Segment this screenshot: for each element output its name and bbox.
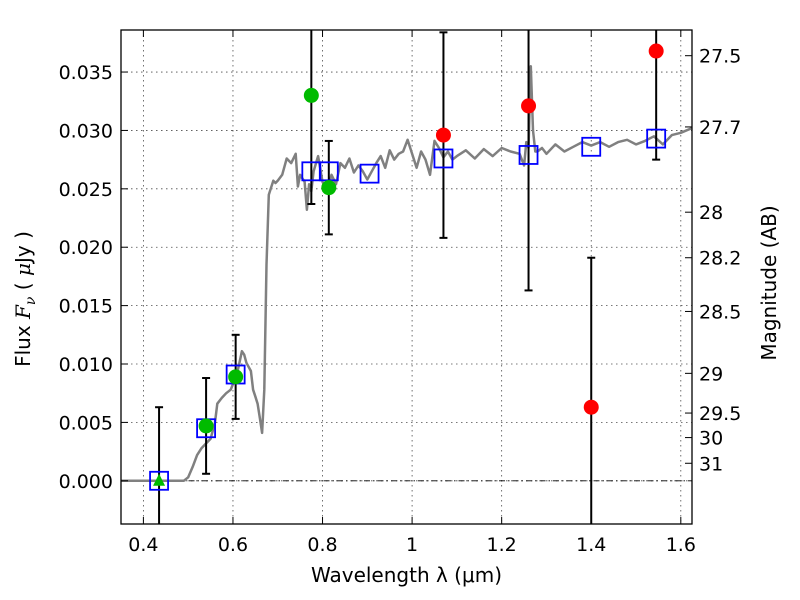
model-square [581,136,602,157]
green-point [303,87,319,103]
y-label-prefix: Flux [11,319,35,367]
y-label-mu: μ [11,263,35,276]
y-label-units-close: Jy ) [11,231,35,265]
error-bars [155,30,661,524]
model-square [433,148,454,169]
x-tick-label: 0.4 [128,534,158,556]
red-point [583,399,599,415]
y-tick-label: 0.035 [59,62,113,84]
x-tick-label: 0.8 [307,534,337,556]
red-point [648,43,664,59]
y-label-subscript: ν [23,296,39,305]
y-tick-label: 0.010 [59,354,113,376]
x-tick-label: 1 [406,534,418,556]
y-axis-label-left: Flux Fν ( μJy ) [11,231,39,367]
right-tick-label: 30 [699,428,723,450]
y-label-symbol: F [11,304,35,320]
plot-frame [120,29,693,525]
right-tick-label: 28 [699,202,723,224]
y-tick-label: 0.030 [59,120,113,142]
y-tick-label: 0.000 [59,471,113,493]
right-tick-label: 31 [699,453,723,475]
right-tick-label: 29.5 [699,403,741,425]
green-point [321,180,337,196]
y-axis-label-right: Magnitude (AB) [757,205,781,360]
model-sed-line [121,64,693,483]
x-axis-label: Wavelength λ (μm) [311,563,502,587]
model-square [646,128,667,149]
x-tick-label: 0.6 [218,534,248,556]
model-sed-layer [121,64,693,483]
green-point [198,418,214,434]
x-tick-label: 1.4 [576,534,606,556]
x-tick-label: 1.6 [666,534,696,556]
right-tick-label: 28.2 [699,248,741,270]
green-triangle [153,473,166,486]
y-tick-label: 0.025 [59,179,113,201]
red-point [521,98,537,114]
right-tick-label: 29 [699,363,723,385]
y-tick-label: 0.005 [59,412,113,434]
right-tick-label: 27.7 [699,117,741,139]
axis-ticks: 0.4 0.6 0.8 1 1.2 1.4 1.6 0.000 0.005 0.010 0.015 0… [59,30,741,556]
right-tick-label: 27.5 [699,46,741,68]
red-point [435,127,451,143]
right-tick-label: 28.5 [699,301,741,323]
model-square [149,470,169,491]
green-point [228,369,244,385]
y-tick-label: 0.015 [59,296,113,318]
model-square [518,145,539,165]
y-tick-label: 0.020 [59,237,113,259]
y-label-units-open: ( [11,276,35,297]
model-square [359,163,380,184]
x-tick-label: 1.2 [487,534,517,556]
data-markers [149,43,667,491]
